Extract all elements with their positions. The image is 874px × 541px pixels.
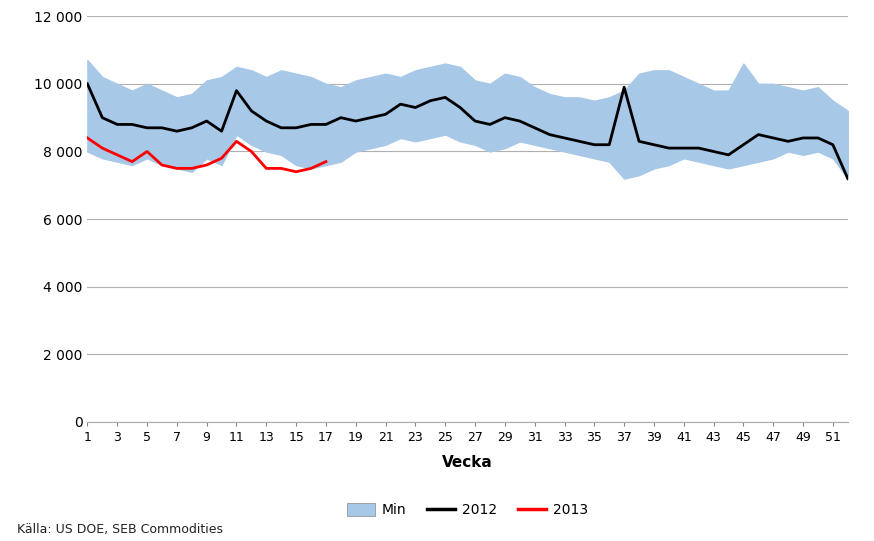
Text: Källa: US DOE, SEB Commodities: Källa: US DOE, SEB Commodities bbox=[17, 523, 224, 536]
Legend: Min, 2012, 2013: Min, 2012, 2013 bbox=[342, 498, 593, 523]
X-axis label: Vecka: Vecka bbox=[442, 455, 493, 470]
